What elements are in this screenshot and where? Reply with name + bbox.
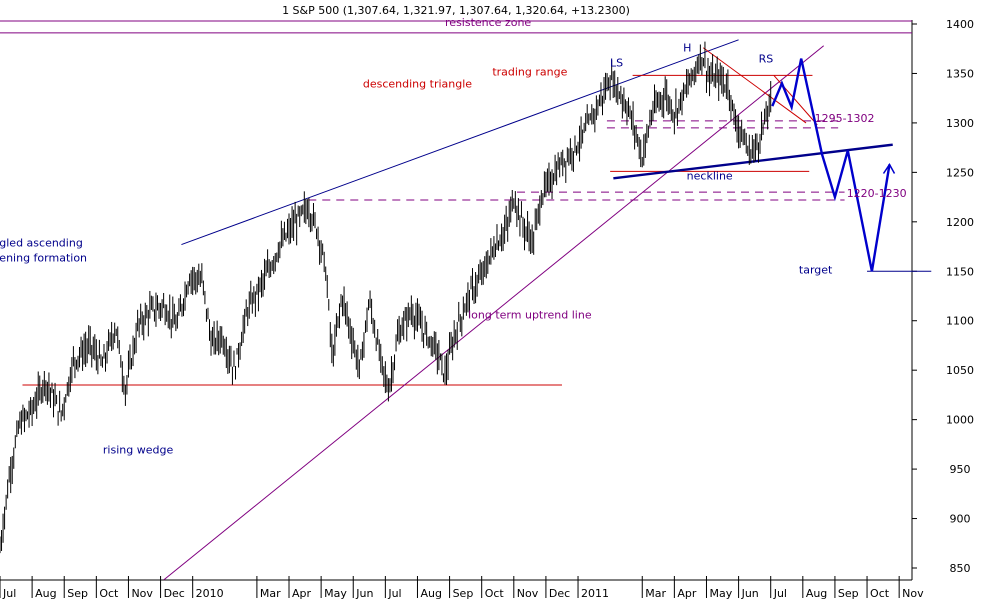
annotation-label: long term uptrend line xyxy=(468,309,592,322)
annotation-label: 1220-1230 xyxy=(847,187,907,200)
x-tick-label: Dec xyxy=(164,587,185,600)
x-tick-label: 2010 xyxy=(196,587,224,600)
trend-lines xyxy=(0,20,932,581)
x-tick-label: Apr xyxy=(677,587,697,600)
annotation-label: H xyxy=(683,42,691,55)
x-tick-label: Nov xyxy=(902,587,924,600)
broadening-formation-upper-line xyxy=(181,39,739,246)
x-tick-label: Oct xyxy=(99,587,119,600)
y-tick-label: 1150 xyxy=(946,265,974,278)
annotation-label: right-angled ascending xyxy=(0,237,83,250)
annotation-label: RS xyxy=(759,53,774,66)
annotation-label: 1295-1302 xyxy=(815,112,875,125)
x-tick-label: Mar xyxy=(260,587,281,600)
y-tick-label: 850 xyxy=(950,562,971,575)
x-tick-label: Jun xyxy=(741,587,759,600)
x-tick-label: Jul xyxy=(773,587,787,600)
x-tick-label: Sep xyxy=(838,587,859,600)
x-tick-label: 2011 xyxy=(581,587,609,600)
annotation-label: resistence zone xyxy=(445,16,531,29)
x-tick-label: Jun xyxy=(355,587,373,600)
x-tick-label: Jul xyxy=(387,587,401,600)
annotation-label: target xyxy=(799,263,833,276)
price-bars xyxy=(0,41,772,554)
y-tick-label: 1200 xyxy=(946,216,974,229)
x-tick-label: May xyxy=(324,587,347,600)
descending-triangle-line xyxy=(702,47,807,124)
x-tick-label: Apr xyxy=(292,587,312,600)
annotation-label: neckline xyxy=(687,169,733,182)
y-tick-label: 1300 xyxy=(946,117,974,130)
x-tick-label: Sep xyxy=(67,587,88,600)
annotation-label: LS xyxy=(610,57,623,70)
x-tick-label: Aug xyxy=(420,587,441,600)
y-tick-label: 1250 xyxy=(946,166,974,179)
axes: 850 900 950 1000 1050 1100 1150 1200 1250 1300 135… xyxy=(0,18,974,600)
y-tick-label: 950 xyxy=(950,463,971,476)
projection-lines xyxy=(771,58,896,272)
y-tick-label: 1400 xyxy=(946,18,974,31)
x-tick-label: Aug xyxy=(35,587,56,600)
y-tick-label: 1050 xyxy=(946,364,974,377)
annotation-label: rising wedge xyxy=(103,443,174,456)
y-tick-label: 1100 xyxy=(946,315,974,328)
projection-arrowhead xyxy=(882,163,896,174)
x-tick-label: Jul xyxy=(2,587,16,600)
x-tick-label: Oct xyxy=(485,587,505,600)
x-tick-label: Sep xyxy=(453,587,474,600)
annotation-label: trading range xyxy=(492,65,567,78)
annotation-label: descending triangle xyxy=(363,77,472,90)
projected-price-path xyxy=(771,58,891,272)
x-tick-label: Aug xyxy=(806,587,827,600)
x-tick-label: Dec xyxy=(549,587,570,600)
x-tick-label: Mar xyxy=(645,587,666,600)
chart-title: 1 S&P 500 (1,307.64, 1,321.97, 1,307.64,… xyxy=(282,4,630,17)
x-tick-label: Nov xyxy=(517,587,539,600)
annotation-label: broadening formation xyxy=(0,251,87,264)
annotations: resistence zone descending triangle tradin… xyxy=(0,16,907,456)
x-tick-label: Oct xyxy=(870,587,890,600)
long-term-uptrend-line xyxy=(163,45,825,581)
x-tick-label: Nov xyxy=(131,587,153,600)
neckline xyxy=(613,143,893,180)
x-tick-label: May xyxy=(709,587,732,600)
y-tick-label: 1350 xyxy=(946,67,974,80)
y-tick-label: 900 xyxy=(950,513,971,526)
y-tick-label: 1000 xyxy=(946,414,974,427)
